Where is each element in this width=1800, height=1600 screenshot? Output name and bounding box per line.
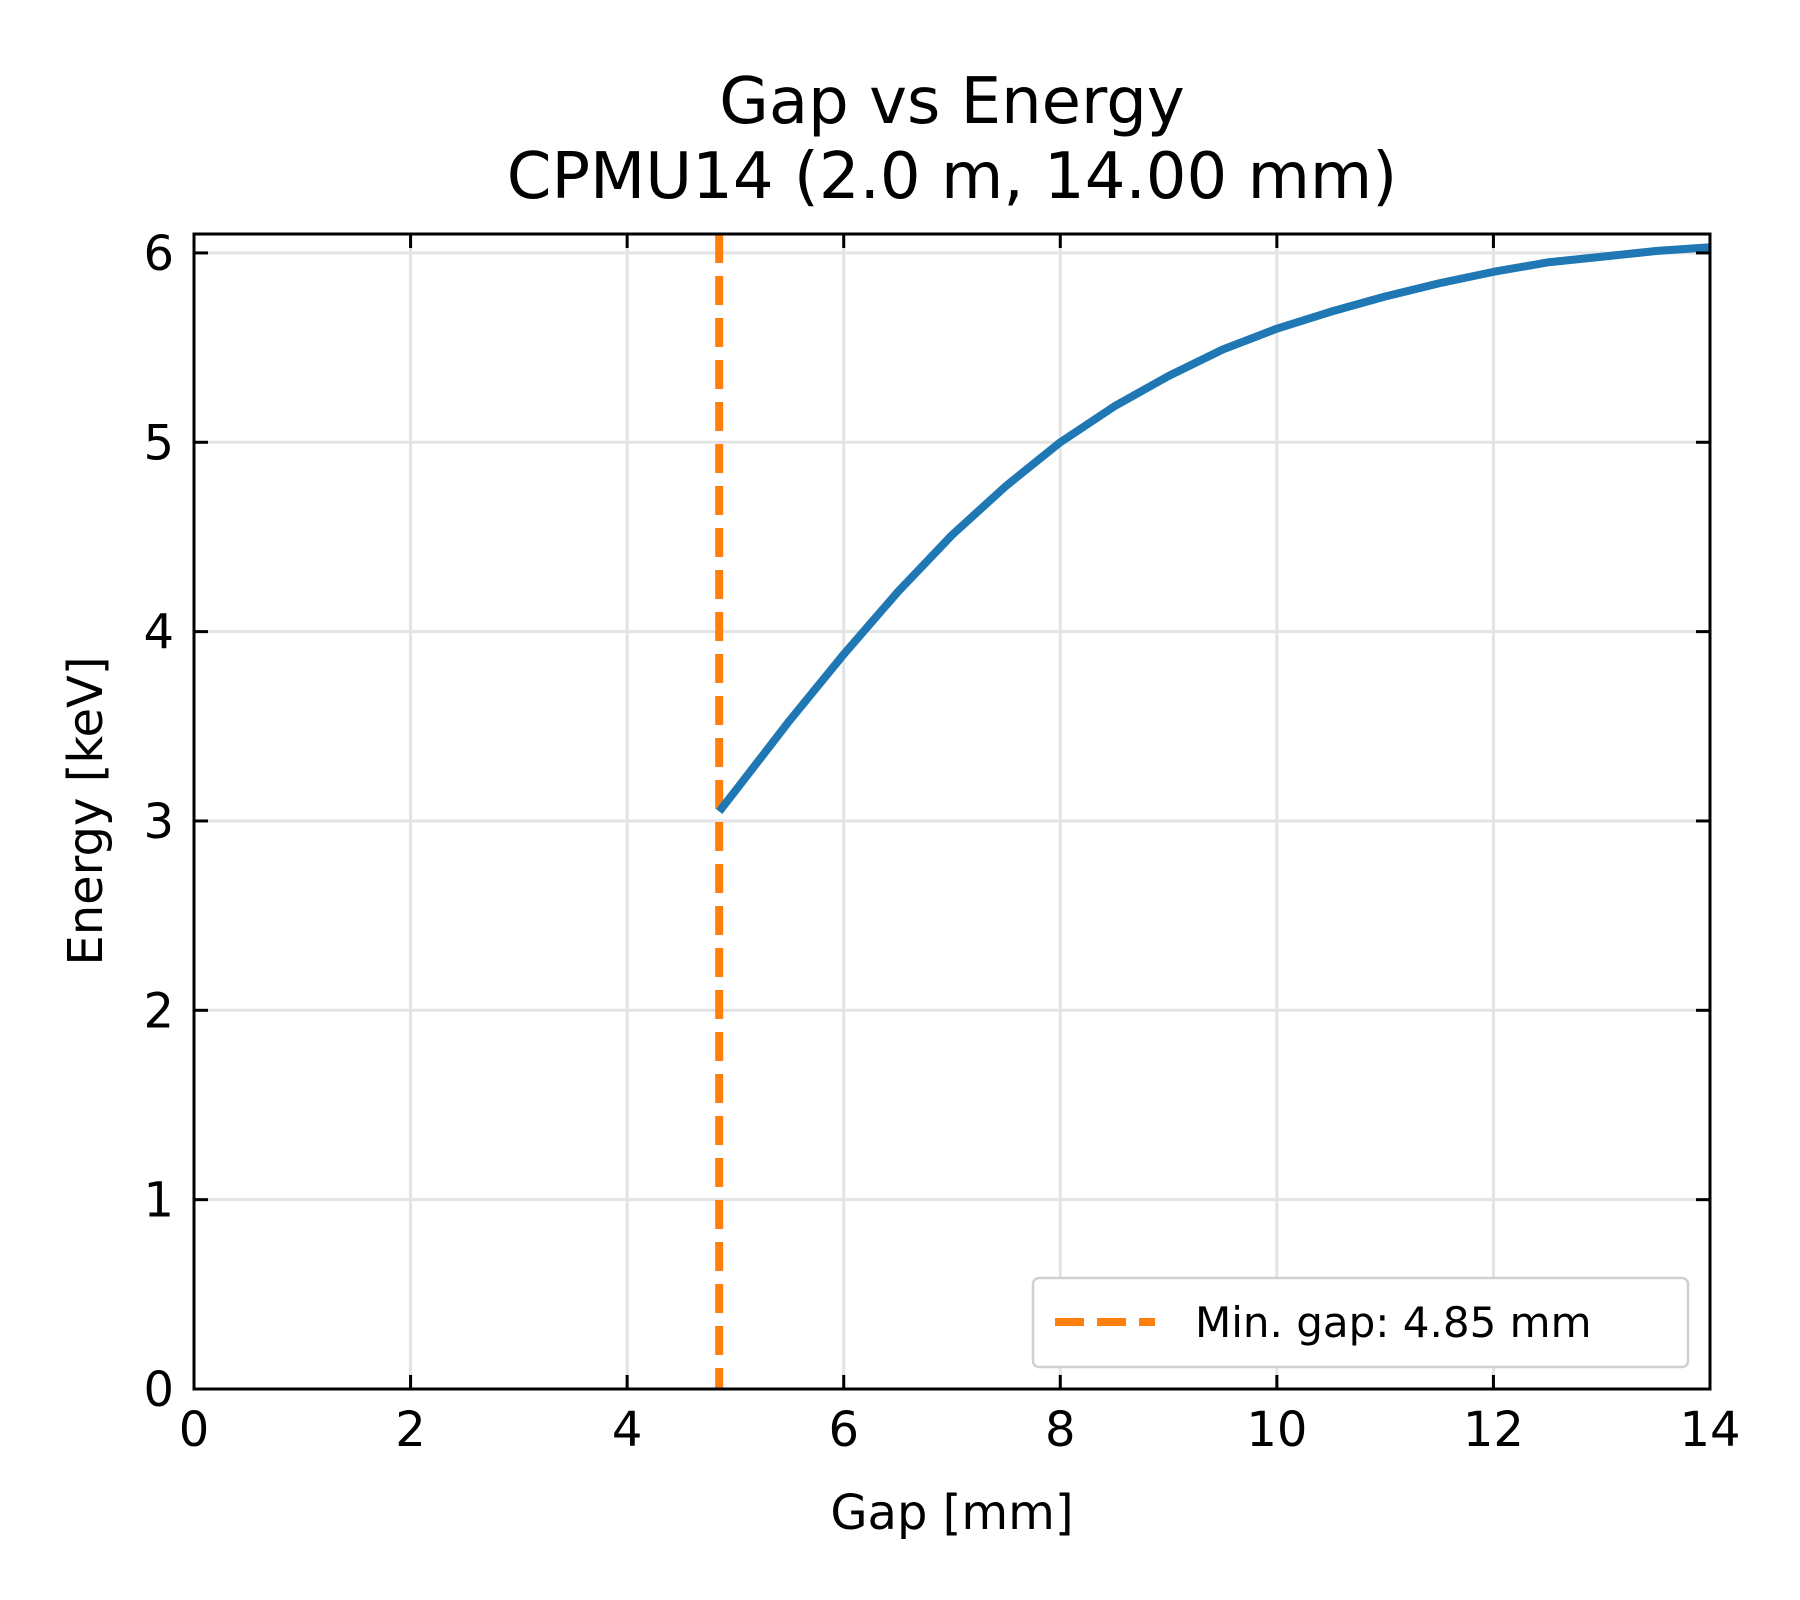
y-tick-label: 2 — [143, 983, 174, 1039]
x-tick-label: 10 — [1246, 1402, 1307, 1458]
legend-box — [1031, 1276, 1690, 1369]
plot-area-background — [194, 234, 1710, 1389]
y-axis-label: Energy [keV] — [58, 656, 114, 965]
chart-title: Gap vs Energy — [719, 65, 1184, 139]
y-tick-label: 0 — [143, 1362, 174, 1418]
y-tick-label: 3 — [143, 794, 174, 850]
legend: Min. gap: 4.85 mm — [1031, 1276, 1690, 1369]
legend-label-min-gap: Min. gap: 4.85 mm — [1195, 1298, 1591, 1347]
y-tick-label: 4 — [143, 605, 174, 661]
data-series — [716, 243, 1711, 814]
y-ticks: 0 1 2 3 4 5 6 — [143, 226, 1710, 1418]
x-tick-label: 0 — [179, 1402, 210, 1458]
plot-frame — [192, 232, 1712, 1391]
x-tick-label: 14 — [1679, 1402, 1740, 1458]
x-tick-label: 4 — [612, 1402, 643, 1458]
x-tick-label: 6 — [828, 1402, 859, 1458]
y-tick-label: 5 — [143, 415, 174, 471]
energy-curve — [716, 243, 1711, 814]
y-tick-label: 6 — [143, 226, 174, 282]
x-tick-label: 12 — [1463, 1402, 1524, 1458]
chart-subtitle: CPMU14 (2.0 m, 14.00 mm) — [507, 140, 1397, 214]
x-tick-label: 8 — [1045, 1402, 1076, 1458]
x-axis-label: Gap [mm] — [830, 1485, 1073, 1541]
y-tick-label: 1 — [143, 1173, 174, 1229]
x-tick-label: 2 — [395, 1402, 426, 1458]
x-ticks: 0 2 4 6 8 10 12 14 — [179, 234, 1741, 1458]
